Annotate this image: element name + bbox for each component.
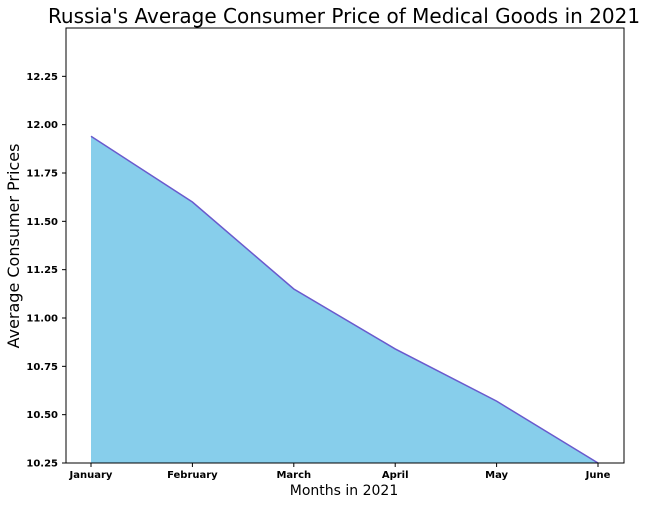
- y-tick-label: 11.50: [26, 217, 58, 228]
- y-tick-label: 10.50: [26, 410, 58, 421]
- y-tick-label: 11.25: [26, 265, 58, 276]
- x-tick-label: June: [585, 470, 611, 481]
- series-line: [90, 135, 599, 464]
- y-tick-label: 11.00: [26, 314, 58, 325]
- x-tick-label: May: [485, 470, 508, 481]
- x-tick-label: March: [276, 470, 311, 481]
- y-tick-label: 12.00: [26, 120, 58, 131]
- plot-area: [90, 135, 599, 464]
- y-axis-label: Average Consumer Prices: [4, 144, 23, 349]
- x-tick-label: April: [382, 470, 409, 481]
- x-tick-label: February: [167, 470, 218, 481]
- x-axis-label: Months in 2021: [290, 483, 398, 499]
- x-tick-label: January: [69, 470, 113, 481]
- y-tick-label: 10.25: [26, 459, 58, 470]
- plot-frame: [65, 27, 625, 464]
- y-tick-label: 12.25: [26, 72, 58, 83]
- x-axis: January February March April May June: [69, 463, 611, 481]
- area-fill: [91, 136, 598, 463]
- y-tick-label: 11.75: [26, 169, 58, 180]
- chart-title: Russia's Average Consumer Price of Medic…: [48, 4, 640, 28]
- y-axis: 10.25 10.50 10.75 11.00 11.25 11.50 11.75 12.00…: [26, 72, 66, 470]
- y-tick-label: 10.75: [26, 362, 58, 373]
